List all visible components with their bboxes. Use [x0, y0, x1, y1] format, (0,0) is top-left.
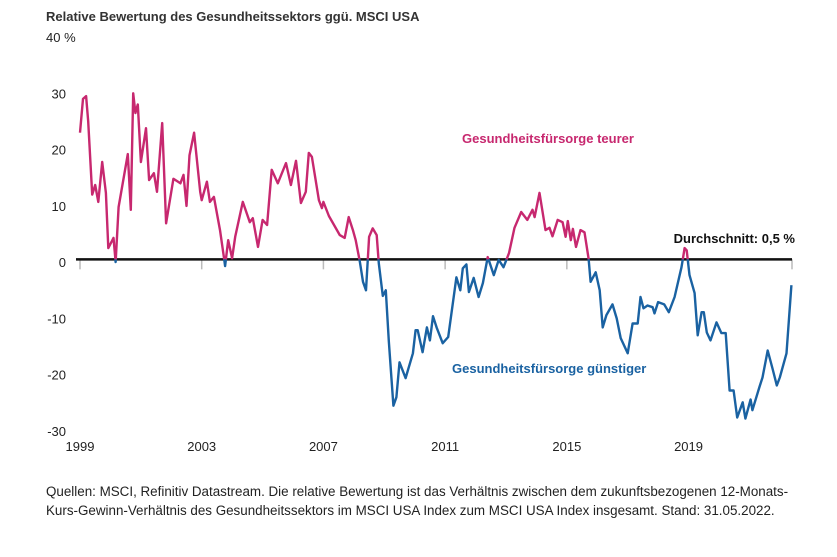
average-label: Durchschnitt: 0,5 %	[674, 231, 796, 246]
series-line-above-average	[114, 92, 226, 260]
series-line-above-average	[505, 191, 590, 260]
y-tick-label: 20	[52, 143, 66, 158]
source-note: Quellen: MSCI, Refinitiv Datastream. Die…	[46, 484, 789, 518]
series-line-below-average	[358, 259, 369, 292]
series-line-below-average	[587, 258, 684, 355]
x-tick-label: 2011	[431, 439, 459, 454]
chart-title: Relative Bewertung des Gesundheitssektor…	[46, 9, 420, 24]
series-line-above-average	[681, 246, 689, 260]
series-line-below-average	[223, 259, 228, 268]
annotation-below: Gesundheitsfürsorge günstiger	[452, 361, 646, 376]
x-tick-label: 2019	[674, 439, 703, 454]
y-tick-label: 30	[52, 86, 66, 101]
series-line-below-average	[377, 259, 489, 407]
series-line-above-average	[224, 151, 361, 260]
x-tick-label: 1999	[66, 439, 95, 454]
x-tick-label: 2015	[552, 439, 581, 454]
y-tick-label: -10	[47, 311, 66, 326]
series-line-above-average	[486, 255, 490, 260]
annotation-above: Gesundheitsfürsorge teurer	[462, 131, 634, 146]
series-line-above-average	[78, 94, 117, 260]
y-tick-label: -30	[47, 424, 66, 439]
y-tick-label: 10	[52, 199, 66, 214]
series-line-below-average	[487, 258, 508, 277]
y-axis-top-label: 40 %	[46, 30, 76, 45]
x-tick-label: 2003	[187, 439, 216, 454]
y-tick-label: 0	[59, 255, 66, 270]
series-line-below-average	[686, 259, 793, 420]
x-tick-label: 2007	[309, 439, 338, 454]
series-line-above-average	[366, 227, 380, 260]
y-tick-label: -20	[47, 368, 66, 383]
